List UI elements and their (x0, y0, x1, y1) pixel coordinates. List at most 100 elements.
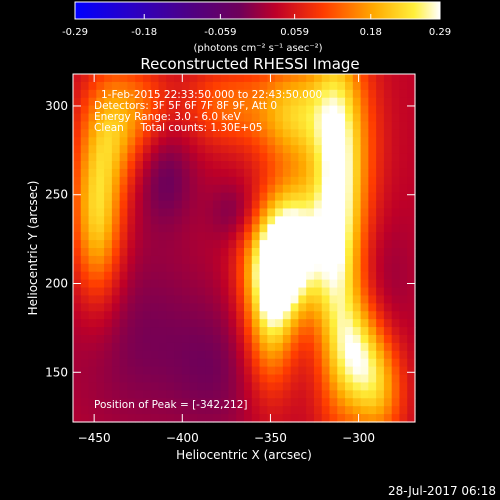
heatmap-cell (244, 184, 253, 194)
heatmap-cell (399, 74, 408, 83)
heatmap-cell (127, 74, 136, 83)
heatmap-cell (329, 168, 338, 178)
heatmap-cell (337, 105, 346, 115)
heatmap-cell (391, 303, 401, 312)
heatmap-cell (321, 335, 331, 344)
heatmap-cell (407, 81, 416, 91)
heatmap-cell (205, 350, 214, 360)
heatmap-cell (391, 168, 401, 178)
heatmap-cell (111, 263, 121, 273)
heatmap-cell (228, 129, 237, 138)
heatmap-cell (96, 216, 105, 225)
heatmap-cell (104, 382, 113, 391)
heatmap-cell (306, 240, 315, 249)
heatmap-cell (96, 248, 105, 257)
heatmap-cell (259, 295, 268, 304)
heatmap-cell (306, 153, 315, 162)
heatmap-cell (313, 81, 323, 91)
heatmap-cell (88, 350, 97, 360)
heatmap-image (73, 74, 416, 423)
heatmap-cell (352, 137, 362, 146)
heatmap-cell (391, 398, 401, 407)
heatmap-cell (275, 255, 284, 265)
heatmap-cell (259, 192, 268, 202)
heatmap-cell (111, 358, 121, 368)
heatmap-cell (399, 121, 408, 130)
heatmap-cell (399, 240, 408, 249)
heatmap-cell (111, 216, 121, 225)
heatmap-cell (127, 97, 136, 107)
heatmap-cell (142, 208, 152, 217)
heatmap-cell (88, 145, 97, 154)
heatmap-cell (197, 374, 206, 384)
heatmap-cell (360, 184, 369, 194)
heatmap-cell (275, 168, 284, 178)
heatmap-cell (267, 255, 276, 265)
heatmap-cell (244, 240, 253, 249)
heatmap-cell (267, 208, 276, 217)
heatmap-cell (150, 398, 160, 407)
heatmap-cell (104, 192, 113, 202)
heatmap-cell (228, 208, 237, 217)
heatmap-cell (352, 113, 362, 123)
heatmap-cell (142, 192, 152, 202)
heatmap-cell (142, 224, 152, 233)
heatmap-cell (259, 303, 268, 312)
heatmap-cell (313, 129, 323, 138)
heatmap-cell (228, 248, 237, 257)
heatmap-cell (197, 129, 206, 138)
heatmap-cell (142, 295, 152, 304)
heatmap-cell (127, 168, 136, 178)
heatmap-cell (360, 311, 369, 320)
heatmap-cell (298, 271, 307, 281)
heatmap-cell (236, 279, 245, 289)
heatmap-cell (376, 105, 385, 115)
heatmap-cell (267, 240, 276, 249)
heatmap-cell (104, 200, 113, 210)
heatmap-cell (337, 287, 346, 297)
heatmap-cell (73, 161, 82, 170)
heatmap-cell (220, 105, 230, 115)
heatmap-cell (189, 390, 198, 399)
heatmap-cell (119, 255, 129, 265)
x-tick-label: −300 (342, 431, 375, 445)
heatmap-cell (236, 89, 245, 99)
heatmap-cell (88, 153, 97, 162)
heatmap-cell (345, 319, 354, 328)
heatmap-cell (220, 216, 230, 225)
heatmap-cell (244, 342, 253, 352)
heatmap-cell (127, 366, 136, 376)
heatmap-cell (127, 263, 136, 273)
heatmap-cell (282, 350, 292, 360)
heatmap-cell (399, 81, 408, 91)
heatmap-cell (313, 255, 323, 265)
heatmap-cell (189, 153, 198, 162)
heatmap-cell (306, 311, 315, 320)
heatmap-cell (383, 255, 393, 265)
heatmap-cell (407, 105, 416, 115)
heatmap-cell (352, 382, 362, 391)
heatmap-cell (142, 129, 152, 138)
heatmap-cell (212, 311, 222, 320)
heatmap-cell (383, 406, 393, 415)
heatmap-cell (73, 358, 82, 368)
heatmap-cell (352, 216, 362, 225)
heatmap-cell (345, 271, 354, 281)
heatmap-cell (228, 366, 237, 376)
heatmap-cell (399, 390, 408, 399)
heatmap-cell (282, 200, 292, 210)
heatmap-cell (111, 342, 121, 352)
heatmap-cell (197, 224, 206, 233)
heatmap-cell (345, 121, 354, 130)
heatmap-cell (290, 390, 300, 399)
heatmap-cell (181, 208, 191, 217)
heatmap-cell (251, 366, 261, 376)
heatmap-cell (158, 113, 167, 123)
heatmap-cell (220, 271, 230, 281)
heatmap-cell (376, 240, 385, 249)
heatmap-cell (119, 153, 129, 162)
heatmap-cell (73, 342, 82, 352)
heatmap-cell (259, 208, 268, 217)
heatmap-cell (345, 224, 354, 233)
heatmap-cell (306, 271, 315, 281)
